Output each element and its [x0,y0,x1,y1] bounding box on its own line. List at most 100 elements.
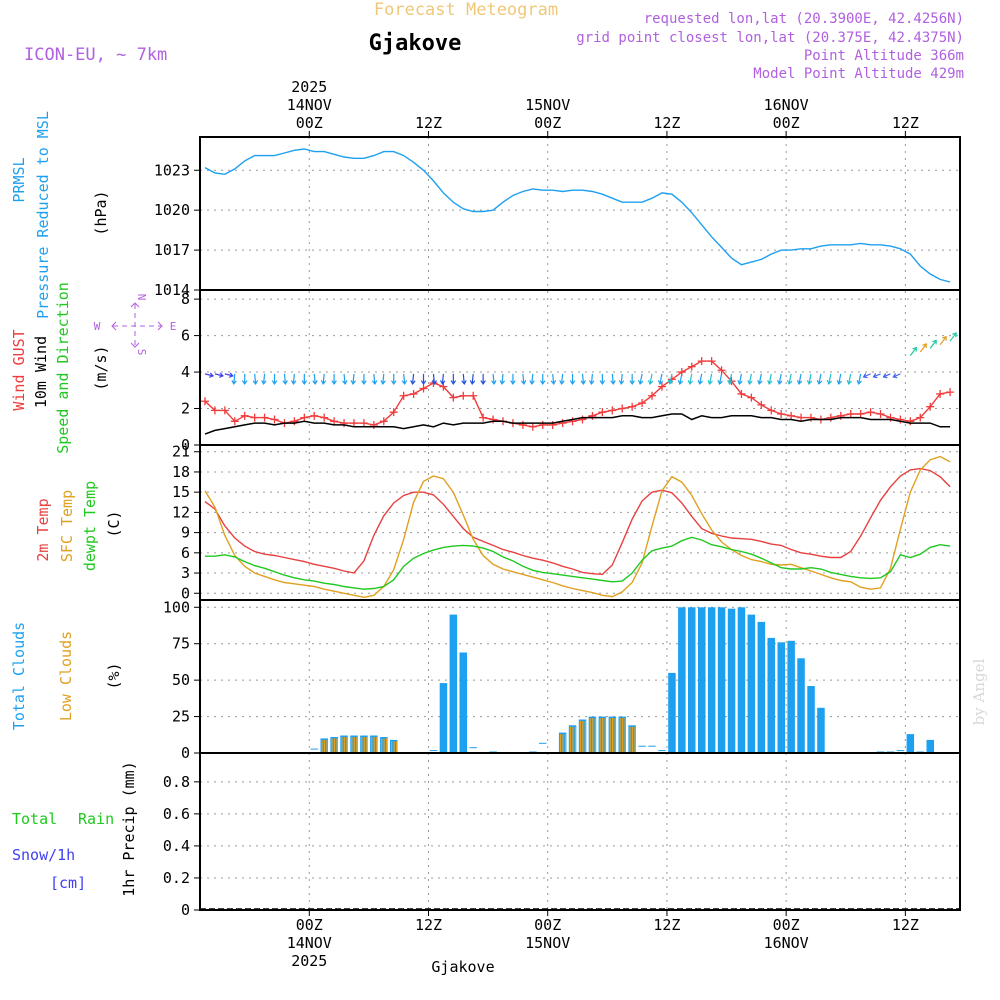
gust-marker [210,406,219,415]
pressure-label-1: PRMSL [10,157,28,202]
temp-ytick-label: 0 [181,584,190,602]
wind-arrow-head [588,380,595,385]
gust-marker [290,417,299,426]
precip-ytick-label: 0.6 [163,805,190,823]
gust-marker [946,388,955,397]
gust-marker [369,420,378,429]
low-cloud-bar [323,739,326,753]
time-label-top: 14NOV [287,96,332,114]
wind-arrow-head [806,379,813,385]
low-cloud-bar [631,726,634,753]
precip-rain-label: Rain [78,810,114,828]
precip-cm-label: [cm] [50,874,86,892]
wind-direction-arrow [863,373,871,378]
low-cloud-bar [622,718,624,753]
total-cloud-bar [698,607,706,753]
time-label-bottom: 12Z [415,916,442,934]
wind-direction-arrow [292,373,295,384]
time-label-top: 00Z [296,114,323,132]
wind-direction-arrow [382,373,385,384]
low-cloud-bar [634,726,636,753]
gust-marker [588,411,597,420]
wind-direction-arrow [322,373,325,384]
wind-arrow-head [208,372,215,378]
station-name: Gjakove [369,31,462,56]
time-label-bottom: 00Z [534,916,561,934]
wind-direction-arrow [581,373,585,384]
low-cloud-bar [336,738,338,753]
gust-marker [856,410,865,418]
wind-ytick-label: 0 [181,436,190,454]
compass-east: E [170,320,177,333]
frame-wind [199,289,961,446]
wind-arrow-head [331,380,337,385]
wind-10m-label: 10m Wind [32,336,50,408]
wind-direction-arrow [462,373,465,384]
wind-arrow-head [420,380,427,385]
gust-marker [300,413,309,422]
compass-west: W [94,320,101,333]
wind-direction-arrow [788,373,792,385]
wind-ytick-label: 2 [181,400,190,418]
frame-precip [199,752,961,911]
gust-marker [489,415,498,424]
wind-arrow-head [371,380,378,385]
precip-ytick-label: 0.4 [163,837,190,855]
low-cloud-bar [343,737,345,753]
wind-arrow-head [846,379,853,385]
low-cloud-bar [386,738,388,753]
gust-marker [439,382,448,391]
temp-sfc-label: SFC Temp [58,490,76,562]
low-cloud-bar [629,726,631,753]
wind-direction-arrow [758,373,762,385]
wind-arrow-head [932,339,937,345]
wind-arrow-head [271,380,278,385]
low-cloud-bar [609,718,611,753]
total-cloud-bar [747,614,756,753]
gust-marker [270,415,279,424]
wind-direction-arrow [373,373,376,384]
precip-ytick-label: 0.8 [163,773,190,791]
gust-marker [648,391,657,400]
total-cloud-bar [648,745,656,747]
wind-direction-arrow [893,373,901,378]
wind-arrow-head [491,380,497,385]
wind-arrow-head [350,380,357,385]
total-cloud-bar [906,734,915,753]
total-cloud-bar [678,607,686,753]
clouds-ytick-label: 0 [181,744,190,762]
wind-arrow-head [599,380,606,385]
wind-direction-arrow [939,336,947,346]
gust-marker [399,391,408,400]
low-cloud-bar [582,720,584,753]
wind-arrow-head [361,380,367,385]
low-cloud-bar [604,718,606,753]
gust-marker [538,420,547,429]
total-cloud-bar [658,750,666,752]
gust-marker [717,366,726,375]
wind-direction-arrow [204,373,214,377]
total-cloud-bar [797,658,805,753]
gust-marker [260,413,269,422]
total-cloud-bar [717,607,726,753]
temp-unit: (C) [105,510,123,537]
wind-arrow-head [320,380,327,385]
total-cloud-bar [668,672,676,753]
time-label-bottom: 12Z [653,916,680,934]
wind-arrow-head [410,380,416,385]
gust-marker [379,417,388,426]
gust-marker [916,413,925,422]
wind-arrow-head [569,380,576,385]
low-cloud-bar [562,734,564,753]
time-label-bottom: 12Z [892,916,919,934]
credit-watermark: by Angel [970,658,988,725]
chart-title: Forecast Meteogram [374,0,558,20]
gust-marker [200,397,209,406]
wind-arrow-head [777,379,783,385]
total-cloud-bar [767,637,775,753]
total-cloud-bar [737,607,746,753]
wind-direction-arrow [233,373,236,384]
total-cloud-bar [757,621,766,753]
time-label-top: 12Z [415,114,442,132]
